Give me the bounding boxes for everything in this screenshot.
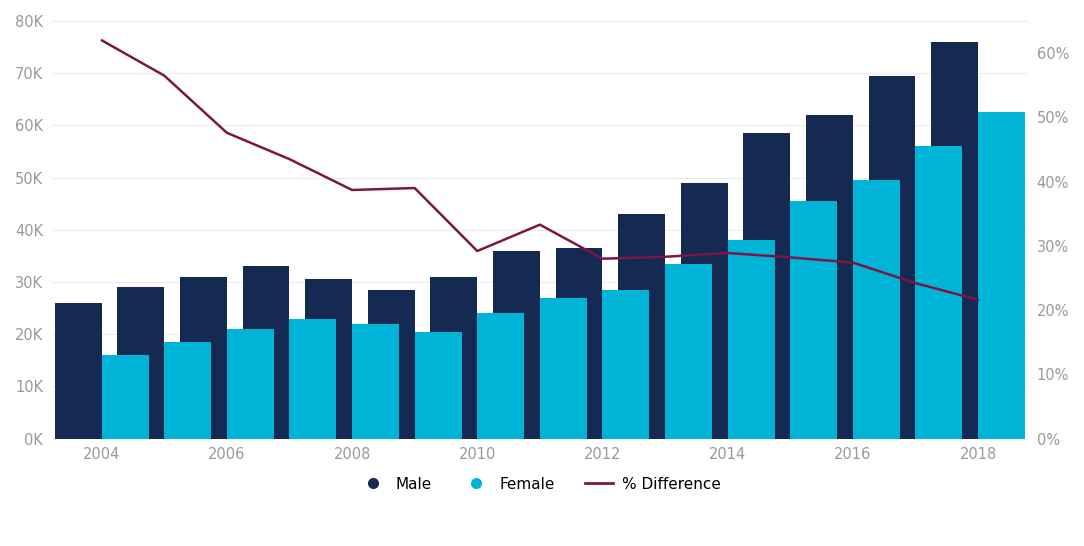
Bar — [931, 42, 978, 438]
Bar — [54, 303, 102, 438]
Bar — [430, 277, 477, 438]
Bar — [727, 240, 775, 438]
Bar — [180, 277, 227, 438]
Bar — [117, 287, 165, 438]
Bar — [666, 264, 712, 438]
Bar — [555, 248, 603, 438]
Bar — [603, 290, 649, 438]
Bar — [618, 214, 666, 438]
Bar — [805, 115, 853, 438]
Bar — [289, 318, 336, 438]
Bar — [102, 355, 149, 438]
Bar — [916, 146, 963, 438]
Bar — [540, 298, 586, 438]
Bar — [367, 290, 415, 438]
Bar — [352, 324, 399, 438]
Bar — [790, 201, 837, 438]
Bar — [243, 266, 289, 438]
Bar — [227, 329, 274, 438]
Bar — [681, 183, 727, 438]
Bar — [868, 76, 916, 438]
Bar — [165, 342, 211, 438]
Bar — [744, 133, 790, 438]
Legend: Male, Female, % Difference: Male, Female, % Difference — [353, 471, 726, 498]
Bar — [853, 180, 900, 438]
Bar — [415, 331, 462, 438]
Bar — [305, 280, 352, 438]
Bar — [493, 251, 540, 438]
Bar — [978, 112, 1025, 438]
Bar — [477, 313, 525, 438]
